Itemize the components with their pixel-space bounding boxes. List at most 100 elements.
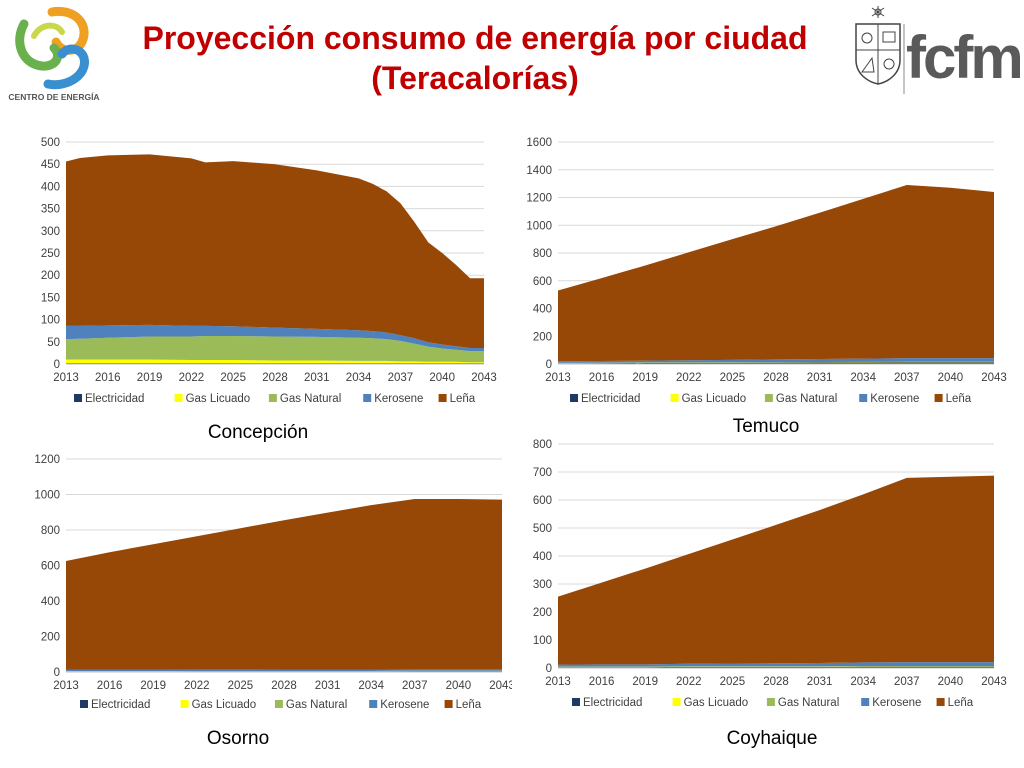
y-tick-label: 400: [533, 304, 552, 316]
fcfm-text: fcfm: [906, 24, 1021, 91]
legend-item-kerosene: Kerosene: [363, 393, 423, 405]
y-tick-label: 800: [41, 525, 60, 537]
y-tick-label: 200: [41, 632, 60, 644]
legend-label: Leña: [456, 699, 482, 711]
x-tick-label: 2028: [763, 372, 789, 384]
x-tick-label: 2031: [807, 372, 833, 384]
area-lena: [558, 185, 994, 362]
legend-label: Leña: [948, 697, 974, 709]
legend-label: Electricidad: [91, 699, 150, 711]
legend-swatch: [268, 394, 277, 402]
x-tick-label: 2022: [676, 372, 702, 384]
y-tick-label: 150: [41, 292, 60, 304]
chart-osorno: 0 200 400 600 800 1000 1200 2013 2016 2019 2022 202…: [34, 454, 512, 711]
legend-label: Gas Licuado: [684, 697, 749, 709]
x-tick-label: 2040: [938, 372, 964, 384]
x-tick-label: 2034: [850, 676, 876, 688]
legend-swatch: [572, 698, 580, 706]
x-tick-label: 2025: [720, 676, 746, 688]
legend-label: Electricidad: [581, 393, 640, 405]
y-tick-label: 1600: [526, 137, 552, 149]
area-lena: [558, 475, 994, 665]
legend-swatch: [670, 394, 679, 402]
legend-item-lena: Leña: [936, 697, 974, 709]
x-tick-label: 2025: [220, 372, 246, 384]
legend-item-lena: Leña: [438, 393, 476, 405]
x-tick-label: 2016: [97, 680, 123, 692]
swirl-logo-icon: [15, 6, 89, 90]
y-tick-label: 50: [47, 337, 60, 349]
x-tick-label: 2016: [589, 372, 615, 384]
x-tick-label: 2019: [632, 676, 658, 688]
x-tick-label: 2037: [402, 680, 428, 692]
x-tick-label: 2034: [358, 680, 384, 692]
x-tick-label: 2016: [95, 372, 121, 384]
legend-item-gas-natural: Gas Natural: [268, 393, 341, 405]
legend-swatch: [80, 700, 88, 708]
x-tick-label: 2040: [429, 372, 455, 384]
city-label-concepcion: Concepción: [207, 422, 309, 443]
legend-swatch: [764, 394, 773, 402]
y-tick-label: 200: [533, 331, 552, 343]
legend-label: Gas Licuado: [186, 393, 251, 405]
area-kerosene: [558, 358, 994, 363]
x-tick-label: 2037: [388, 372, 414, 384]
y-tick-label: 400: [41, 181, 60, 193]
area-gas-licuado: [66, 359, 484, 364]
x-tick-label: 2034: [850, 372, 876, 384]
x-tick-label: 2031: [304, 372, 330, 384]
y-tick-label: 600: [41, 561, 60, 573]
area-gas-natural: [558, 666, 994, 667]
legend-label: Gas Licuado: [682, 393, 747, 405]
area-kerosene: [66, 669, 502, 672]
y-tick-label: 350: [41, 204, 60, 216]
legend-item-gas-licuado: Gas Licuado: [174, 393, 251, 405]
y-tick-label: 1000: [526, 220, 552, 232]
y-tick-label: 200: [41, 270, 60, 282]
legend-item-kerosene: Kerosene: [859, 393, 919, 405]
x-tick-label: 2040: [446, 680, 472, 692]
x-tick-label: 2013: [545, 372, 571, 384]
title-line-1: Proyección consumo de energía por ciudad: [142, 20, 808, 56]
city-label-coyhaique: Coyhaique: [726, 728, 818, 749]
x-tick-label: 2013: [545, 676, 571, 688]
area-kerosene: [558, 662, 994, 667]
legend-swatch: [936, 698, 945, 706]
y-tick-label: 1200: [34, 454, 60, 466]
legend-label: Gas Natural: [286, 699, 347, 711]
legend-swatch: [859, 394, 868, 402]
area-gas-natural: [66, 336, 484, 363]
area-gas-natural: [66, 670, 502, 672]
area-lena: [66, 154, 484, 349]
legend-swatch: [74, 394, 82, 402]
legend-item-electricidad: Electricidad: [74, 393, 144, 405]
x-tick-label: 2043: [471, 372, 497, 384]
legend-label: Leña: [946, 393, 972, 405]
area-gas-natural: [558, 361, 994, 364]
x-tick-label: 2037: [894, 676, 920, 688]
x-tick-label: 2025: [228, 680, 254, 692]
y-tick-label: 1200: [526, 193, 552, 205]
city-label-osorno: Osorno: [206, 728, 270, 749]
legend-item-gas-licuado: Gas Licuado: [180, 699, 256, 711]
city-label-temuco: Temuco: [732, 416, 800, 437]
x-tick-label: 2040: [938, 676, 964, 688]
title-line-2: (Teracalorías): [371, 60, 579, 96]
legend-item-kerosene: Kerosene: [861, 697, 921, 709]
legend-label: Kerosene: [374, 393, 423, 405]
slide-title: Proyección consumo de energía por ciudad…: [100, 18, 850, 98]
legend-item-gas-licuado: Gas Licuado: [672, 697, 749, 709]
y-tick-label: 0: [546, 359, 552, 371]
area-gas-licuado: [558, 361, 994, 364]
x-tick-label: 2043: [981, 676, 1007, 688]
legend-label: Gas Natural: [776, 393, 837, 405]
x-tick-label: 2019: [140, 680, 166, 692]
area-kerosene: [66, 324, 484, 352]
legend-item-electricidad: Electricidad: [572, 697, 642, 709]
x-tick-label: 2025: [720, 372, 746, 384]
x-tick-label: 2043: [489, 680, 512, 692]
legend-item-gas-licuado: Gas Licuado: [670, 393, 747, 405]
y-tick-label: 0: [54, 359, 60, 371]
fcfm-logo: fcfm: [852, 2, 1024, 94]
legend-label: Kerosene: [872, 697, 921, 709]
